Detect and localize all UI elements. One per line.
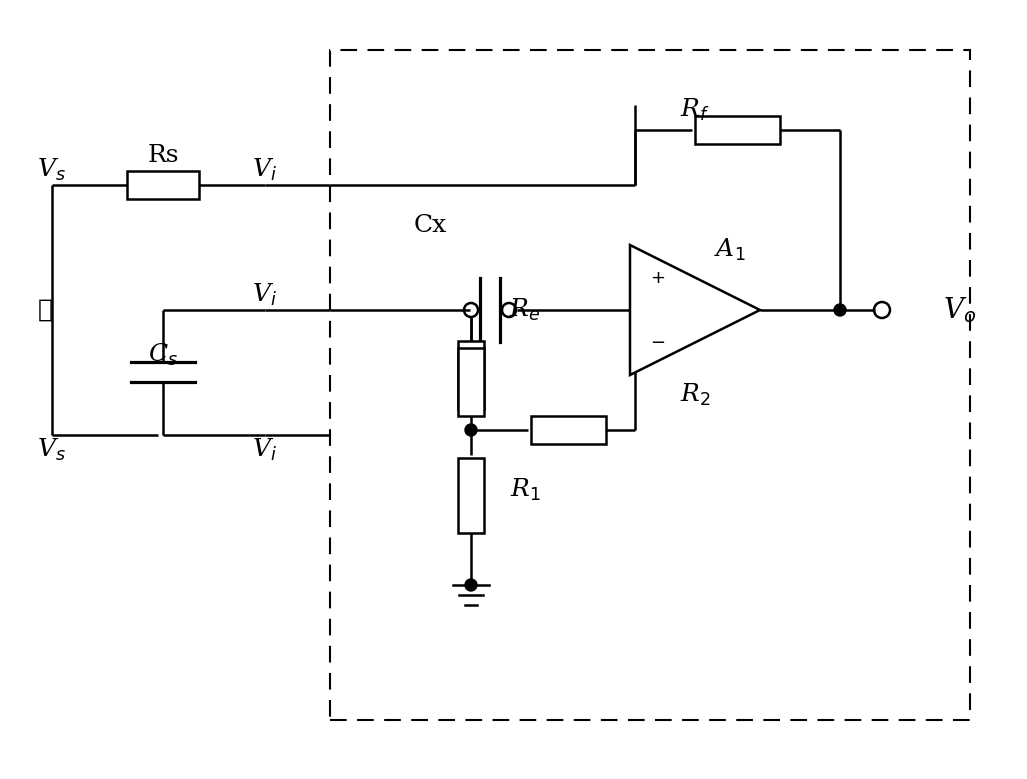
Text: +: + (650, 269, 665, 287)
Text: R$_e$: R$_e$ (509, 297, 540, 323)
Bar (330, 50, 969, 720)
Text: R$_f$: R$_f$ (680, 97, 710, 123)
Bar (458, 457, 484, 533)
Text: V$_s$: V$_s$ (37, 437, 67, 463)
Text: V$_s$: V$_s$ (37, 157, 67, 183)
Bar (458, 348, 484, 416)
Text: V$_o$: V$_o$ (944, 295, 977, 325)
Text: V$_i$: V$_i$ (253, 437, 277, 463)
Text: A$_1$: A$_1$ (714, 237, 746, 263)
Text: Rs: Rs (147, 143, 179, 167)
Text: V$_i$: V$_i$ (253, 157, 277, 183)
Text: −: − (650, 333, 665, 351)
Text: R$_2$: R$_2$ (680, 382, 711, 408)
Circle shape (465, 579, 477, 591)
Text: R$_1$: R$_1$ (509, 477, 540, 503)
Bar (127, 171, 199, 199)
Text: C$_s$: C$_s$ (148, 342, 178, 368)
Text: 或: 或 (38, 298, 52, 322)
Polygon shape (630, 245, 760, 375)
Bar (694, 116, 779, 144)
Bar (531, 416, 606, 444)
Bar (458, 341, 484, 409)
Circle shape (834, 304, 846, 316)
Text: V$_i$: V$_i$ (253, 282, 277, 308)
Circle shape (465, 424, 477, 436)
Text: Cx: Cx (414, 213, 447, 237)
